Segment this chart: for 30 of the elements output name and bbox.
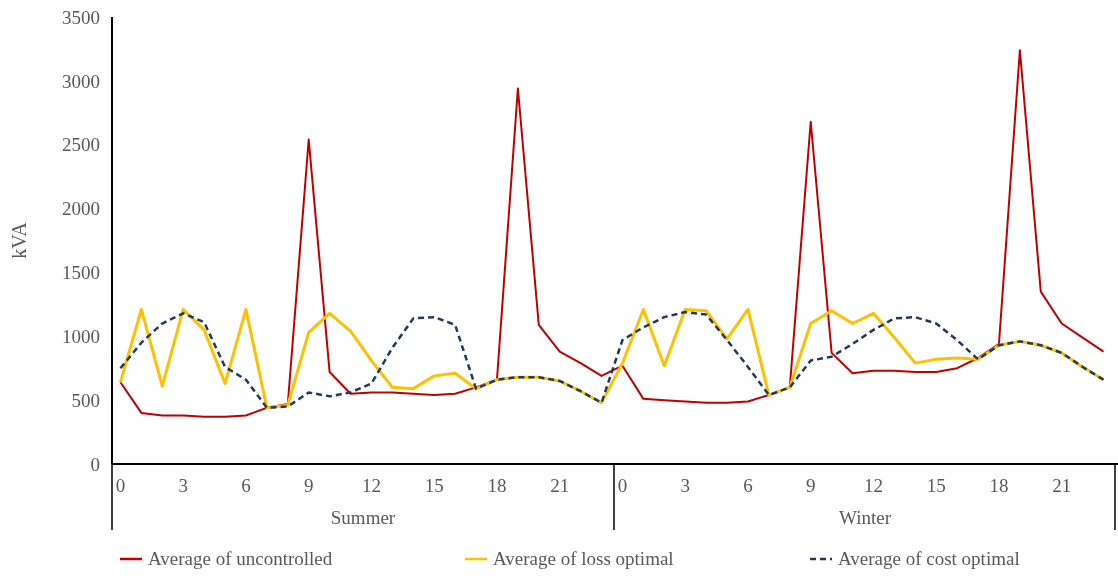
legend-label: Average of loss optimal — [493, 548, 674, 569]
x-tick-label: 6 — [743, 475, 753, 496]
x-tick-label: 18 — [989, 475, 1009, 496]
x-tick-label: 15 — [926, 475, 946, 496]
y-tick-label: 0 — [90, 453, 100, 475]
x-tick-label: 0 — [617, 475, 628, 496]
y-tick-label: 1000 — [62, 325, 100, 347]
y-tick-label: 1500 — [62, 262, 100, 284]
x-tick-label: 6 — [241, 475, 251, 496]
x-tick-label: 18 — [487, 475, 507, 496]
x-tick-label: 21 — [1052, 475, 1072, 496]
x-tick-label: 3 — [178, 475, 188, 496]
text: Winter — [839, 507, 892, 528]
x-tick-label: 12 — [361, 475, 381, 496]
x-tick-label: 15 — [424, 475, 444, 496]
legend-label: Average of uncontrolled — [148, 548, 333, 569]
text: Summer — [330, 507, 396, 528]
y-axis-title: kVA — [8, 221, 30, 259]
y-tick-label: 500 — [71, 389, 100, 411]
y-tick-label: 3500 — [62, 6, 100, 28]
y-tick-label: 3000 — [62, 70, 100, 92]
y-tick-label: 2500 — [62, 134, 100, 156]
x-tick-label: 9 — [303, 475, 314, 496]
x-tick-label: 0 — [115, 475, 126, 496]
legend-label: Average of cost optimal — [838, 548, 1020, 569]
x-tick-label: 9 — [805, 475, 816, 496]
x-tick-label: 21 — [550, 475, 570, 496]
x-tick-label: 3 — [680, 475, 690, 496]
x-tick-label: 12 — [863, 475, 883, 496]
y-tick-label: 2000 — [62, 198, 100, 220]
